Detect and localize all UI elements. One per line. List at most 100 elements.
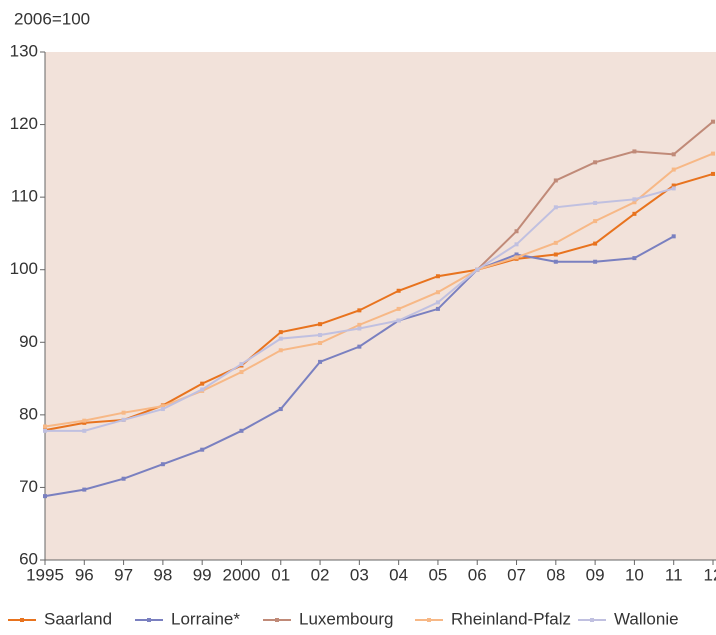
point: [82, 487, 87, 492]
point: [514, 252, 519, 257]
point: [278, 336, 283, 341]
y-tick-label: 100: [10, 259, 38, 278]
point: [593, 241, 598, 246]
x-tick-label: 06: [468, 565, 487, 584]
point: [200, 381, 205, 386]
x-tick-label: 03: [350, 565, 369, 584]
point: [671, 186, 676, 191]
x-tick-label: 96: [75, 565, 94, 584]
point: [318, 322, 323, 327]
point: [435, 300, 440, 305]
point: [396, 318, 401, 323]
point: [278, 330, 283, 335]
legend-marker: [20, 618, 24, 622]
point: [160, 407, 165, 412]
x-tick-label: 99: [193, 565, 212, 584]
plot-area: [45, 52, 716, 560]
x-tick-label: 09: [586, 565, 605, 584]
point: [553, 252, 558, 257]
point: [553, 259, 558, 264]
legend-label: Rheinland-Pfalz: [451, 609, 571, 628]
point: [553, 178, 558, 183]
x-tick-label: 04: [389, 565, 408, 584]
x-tick-label: 98: [153, 565, 172, 584]
point: [43, 424, 47, 429]
point: [514, 242, 519, 247]
point: [632, 200, 637, 205]
point: [632, 211, 637, 216]
point: [160, 404, 165, 409]
point: [435, 274, 440, 279]
point: [435, 290, 440, 295]
legend-marker: [147, 618, 151, 622]
point: [160, 462, 165, 467]
point: [357, 322, 362, 327]
point: [43, 494, 47, 499]
point: [82, 420, 87, 425]
point: [711, 171, 715, 176]
point: [121, 410, 126, 415]
x-tick-label: 2000: [223, 565, 261, 584]
y-tick-label: 110: [11, 187, 38, 206]
legend-marker: [427, 618, 431, 622]
point: [278, 407, 283, 412]
point: [318, 359, 323, 364]
y-tick-label: 120: [10, 114, 38, 133]
legend-label: Saarland: [44, 609, 112, 628]
point: [475, 267, 480, 272]
legend-label: Luxembourg: [299, 609, 394, 628]
point: [121, 417, 126, 422]
point: [632, 256, 637, 261]
point: [396, 306, 401, 311]
point: [593, 219, 598, 224]
point: [43, 428, 47, 433]
point: [671, 183, 676, 188]
point: [82, 428, 87, 433]
point: [711, 151, 715, 156]
point: [671, 234, 676, 239]
x-tick-label: 1995: [26, 565, 64, 584]
point: [82, 418, 87, 423]
point: [553, 205, 558, 210]
y-tick-label: 130: [10, 41, 38, 60]
y-tick-label: 70: [19, 477, 38, 496]
x-tick-label: 01: [271, 565, 290, 584]
point: [593, 160, 598, 165]
point: [278, 348, 283, 353]
x-tick-label: 08: [546, 565, 565, 584]
y-axis-label: 2006=100: [14, 9, 90, 28]
point: [632, 149, 637, 154]
point: [671, 152, 676, 157]
point: [711, 119, 715, 124]
point: [239, 362, 244, 367]
y-tick-label: 60: [19, 549, 38, 568]
point: [514, 229, 519, 234]
point: [200, 387, 205, 392]
point: [318, 333, 323, 338]
y-tick-label: 90: [19, 332, 38, 351]
point: [671, 167, 676, 172]
point: [593, 259, 598, 264]
point: [435, 306, 440, 311]
point: [632, 197, 637, 202]
point: [357, 326, 362, 331]
legend-label: Wallonie: [614, 609, 679, 628]
point: [357, 308, 362, 313]
point: [396, 288, 401, 293]
point: [200, 447, 205, 452]
x-tick-label: 10: [625, 565, 644, 584]
legend-marker: [275, 618, 279, 622]
legend-label: Lorraine*: [171, 609, 240, 628]
x-tick-label: 11: [665, 565, 683, 584]
x-tick-label: 05: [428, 565, 447, 584]
y-tick-label: 80: [19, 404, 38, 423]
x-tick-label: 97: [114, 565, 133, 584]
point: [239, 428, 244, 433]
x-tick-label: 02: [311, 565, 330, 584]
point: [357, 344, 362, 349]
point: [553, 240, 558, 245]
series-line: [44, 152, 714, 428]
point: [121, 476, 126, 481]
x-tick-label: 12: [704, 565, 716, 584]
